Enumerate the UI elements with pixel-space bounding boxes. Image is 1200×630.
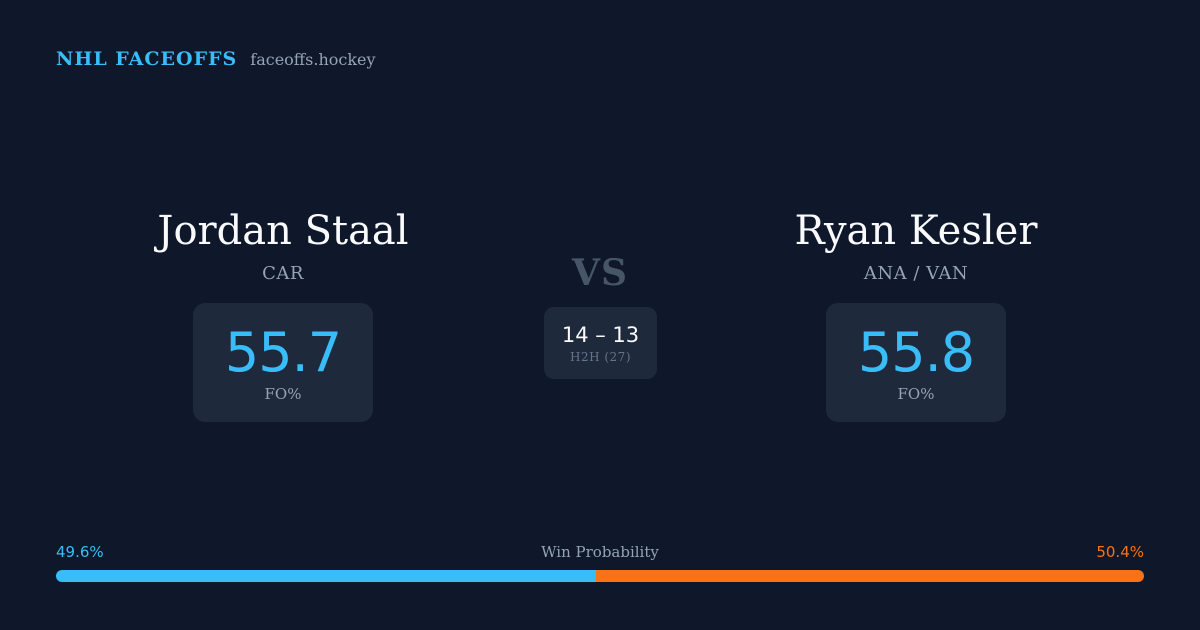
player-left-fo-value: 55.7 bbox=[224, 320, 342, 384]
brand-domain[interactable]: faceoffs.hockey bbox=[250, 50, 376, 69]
player-left-stat-card: 55.7 FO% bbox=[192, 303, 374, 422]
player-right-fo-label: FO% bbox=[897, 384, 935, 403]
h2h-score: 14 – 13 bbox=[561, 323, 640, 347]
h2h-card: 14 – 13 H2H (27) bbox=[544, 307, 657, 379]
win-probability-title: Win Probability bbox=[541, 543, 659, 561]
player-left-fo-label: FO% bbox=[264, 384, 302, 403]
brand-name[interactable]: NHL FACEOFFS bbox=[56, 48, 238, 70]
player-right-panel: Ryan Kesler ANA / VAN 55.8 FO% bbox=[706, 204, 1126, 422]
player-right-name: Ryan Kesler bbox=[794, 208, 1038, 254]
h2h-label: H2H (27) bbox=[569, 350, 631, 364]
player-right-stat-card: 55.8 FO% bbox=[825, 303, 1007, 422]
win-probability-right-value: 50.4% bbox=[1096, 543, 1144, 561]
win-probability-left-value: 49.6% bbox=[56, 543, 104, 561]
vs-label: VS bbox=[572, 252, 628, 294]
player-right-team: ANA / VAN bbox=[863, 263, 969, 284]
player-left-panel: Jordan Staal CAR 55.7 FO% bbox=[73, 204, 493, 422]
player-left-name: Jordan Staal bbox=[157, 208, 409, 254]
win-probability-left-fill bbox=[56, 570, 596, 582]
player-left-team: CAR bbox=[262, 263, 304, 284]
win-probability-right-fill bbox=[595, 570, 1144, 582]
brand-header: NHL FACEOFFS faceoffs.hockey bbox=[56, 48, 376, 72]
player-right-fo-value: 55.8 bbox=[857, 320, 975, 384]
win-probability-labels: 49.6% Win Probability 50.4% bbox=[56, 542, 1144, 562]
win-probability-bar bbox=[56, 570, 1144, 582]
